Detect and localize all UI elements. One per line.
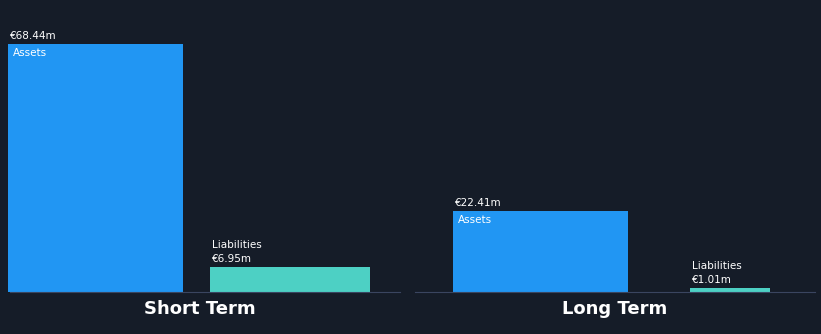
- FancyBboxPatch shape: [210, 267, 370, 292]
- FancyBboxPatch shape: [7, 44, 182, 292]
- Text: €6.95m: €6.95m: [212, 254, 252, 264]
- Text: Short Term: Short Term: [144, 300, 256, 318]
- FancyBboxPatch shape: [452, 211, 627, 292]
- Text: €1.01m: €1.01m: [692, 275, 732, 285]
- Text: Liabilities: Liabilities: [692, 261, 741, 271]
- FancyBboxPatch shape: [690, 288, 770, 292]
- Text: €22.41m: €22.41m: [455, 198, 501, 208]
- Text: Long Term: Long Term: [562, 300, 667, 318]
- Text: Assets: Assets: [12, 48, 47, 58]
- Text: €68.44m: €68.44m: [10, 31, 56, 41]
- Text: Liabilities: Liabilities: [212, 240, 262, 250]
- Text: Assets: Assets: [457, 215, 492, 225]
